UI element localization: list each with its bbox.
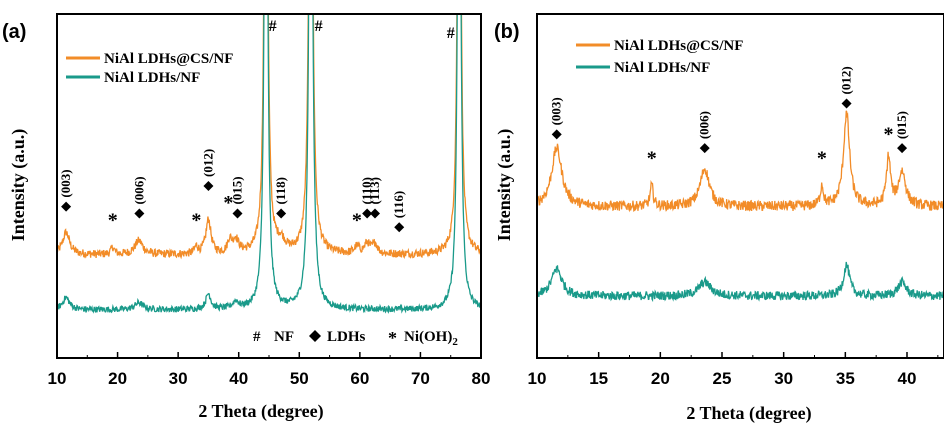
ldhs-marker bbox=[61, 201, 72, 212]
panel-a-frame bbox=[56, 13, 482, 359]
x-tick-label: 15 bbox=[589, 369, 608, 388]
panel-b-label: (b) bbox=[494, 21, 520, 43]
panel-b-xlabel: 2 Theta (degree) bbox=[686, 403, 811, 424]
nf-marker: # bbox=[269, 18, 277, 35]
x-tick-label: 70 bbox=[411, 369, 430, 388]
miller-index-label: (116) bbox=[391, 191, 406, 218]
x-tick-label: 35 bbox=[836, 369, 855, 388]
miller-index-label: (003) bbox=[549, 97, 564, 125]
nioh2-marker: * bbox=[191, 209, 201, 231]
ldhs-marker bbox=[841, 98, 852, 109]
x-tick-label: 20 bbox=[108, 369, 127, 388]
phase-legend-hash: # bbox=[253, 329, 261, 345]
ldhs-marker bbox=[276, 208, 287, 219]
nioh2-marker: * bbox=[352, 209, 362, 231]
ldhs-marker bbox=[232, 208, 243, 219]
series-line-cs bbox=[537, 110, 944, 213]
phase-legend-ldhs: LDHs bbox=[327, 329, 366, 345]
legend-b-label-plain: NiAl LDHs/NF bbox=[614, 60, 710, 76]
x-tick-label: 10 bbox=[528, 369, 547, 388]
ldhs-marker bbox=[551, 129, 562, 140]
x-tick-label: 40 bbox=[898, 369, 917, 388]
panel-b-frame bbox=[536, 13, 944, 359]
legend-b-label-cs: NiAl LDHs@CS/NF bbox=[614, 38, 743, 54]
ldhs-marker bbox=[897, 143, 908, 154]
ldhs-marker bbox=[394, 222, 405, 233]
phase-legend-star: * bbox=[388, 328, 397, 348]
legend-a-label-cs: NiAl LDHs@CS/NF bbox=[104, 51, 233, 67]
panel-a-chart: (a) 10 20 30 40 50 60 70 80 # # # (003) (006) (012) (… bbox=[2, 13, 491, 422]
miller-index-label: (113) bbox=[367, 177, 382, 204]
ldhs-marker bbox=[699, 143, 710, 154]
miller-index-label: (118) bbox=[273, 177, 288, 204]
miller-index-label: (003) bbox=[58, 169, 73, 197]
x-tick-label: 50 bbox=[290, 369, 309, 388]
nioh2-marker: * bbox=[223, 192, 233, 214]
miller-index-label: (110) bbox=[359, 177, 374, 204]
miller-index-label: (012) bbox=[839, 66, 854, 94]
x-tick-label: 40 bbox=[229, 369, 248, 388]
ldhs-marker bbox=[134, 208, 145, 219]
nf-marker: # bbox=[315, 18, 323, 35]
phase-legend-nioh2: Ni(OH)2 bbox=[404, 329, 458, 348]
ldhs-marker bbox=[370, 208, 380, 219]
x-tick-label: 60 bbox=[350, 369, 369, 388]
nioh2-marker: * bbox=[884, 123, 894, 145]
miller-index-label: (006) bbox=[697, 111, 712, 139]
miller-index-label: (006) bbox=[131, 176, 146, 204]
legend-a-label-plain: NiAl LDHs/NF bbox=[104, 70, 200, 86]
panel-a-ylabel: Intensity (a.u.) bbox=[8, 129, 29, 242]
series-line-plain bbox=[57, 14, 481, 314]
panel-a-xlabel: 2 Theta (degree) bbox=[198, 401, 323, 422]
x-tick-label: 10 bbox=[48, 369, 67, 388]
panel-a-label: (a) bbox=[2, 21, 26, 43]
x-tick-label: 20 bbox=[651, 369, 670, 388]
ldhs-marker bbox=[362, 208, 373, 219]
phase-legend-nf: NF bbox=[274, 329, 294, 345]
x-tick-label: 25 bbox=[713, 369, 732, 388]
panel-b-ylabel: Intensity (a.u.) bbox=[494, 129, 515, 242]
nioh2-marker: * bbox=[817, 147, 827, 169]
x-tick-label: 80 bbox=[472, 369, 491, 388]
nioh2-marker: * bbox=[647, 147, 657, 169]
miller-index-label: (012) bbox=[200, 149, 215, 177]
x-tick-label: 30 bbox=[774, 369, 793, 388]
nioh2-marker: * bbox=[108, 209, 118, 231]
nf-marker: # bbox=[447, 25, 455, 42]
miller-index-label: (015) bbox=[894, 111, 909, 139]
miller-index-label: (015) bbox=[230, 176, 245, 204]
ldhs-marker bbox=[203, 181, 214, 191]
series-line-plain bbox=[537, 261, 944, 303]
panel-b-chart: (b) 10 15 20 25 30 35 40 (003) (006)(012)(015)*… bbox=[494, 13, 944, 424]
x-tick-label: 30 bbox=[169, 369, 188, 388]
phase-legend-diamond bbox=[309, 330, 321, 342]
